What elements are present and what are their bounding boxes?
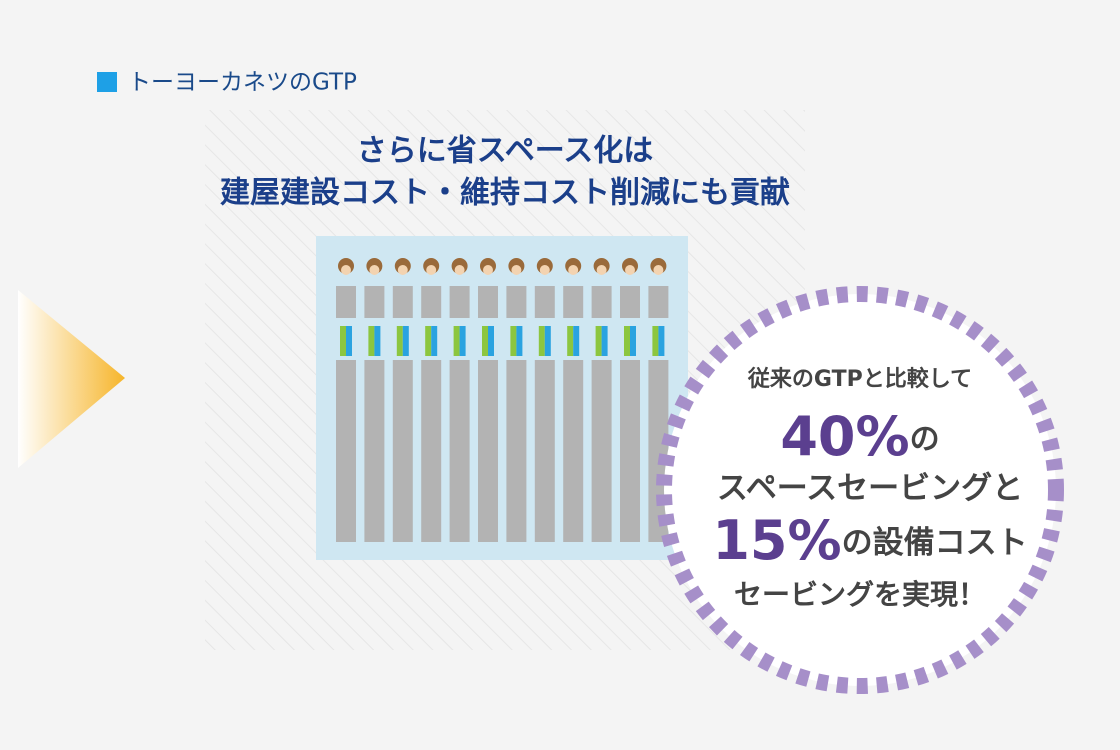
badge-figure: 15% — [712, 509, 841, 572]
column-top — [421, 286, 442, 318]
conveyor — [482, 326, 488, 356]
badge-text: スペースセービングと — [717, 471, 1023, 507]
operator-face — [625, 265, 635, 275]
operator-face — [539, 265, 550, 275]
conveyor — [510, 326, 517, 356]
conveyor — [346, 326, 352, 356]
conveyor — [624, 326, 630, 356]
column-body — [336, 360, 356, 542]
column-top — [534, 286, 555, 318]
conveyor — [567, 326, 574, 356]
badge-text: セービングを実現！ — [734, 578, 986, 611]
title-line: 建屋建設コスト・維持コスト削減にも貢献 — [220, 176, 790, 211]
conveyor — [374, 326, 381, 356]
badge-circle — [656, 286, 1064, 694]
badge-figure-line: 40%の — [780, 405, 939, 468]
title-line: さらに省スペース化は — [357, 134, 653, 169]
operator-face — [596, 265, 607, 275]
column-body — [421, 360, 442, 542]
column-body — [563, 360, 584, 542]
column-top — [392, 286, 413, 318]
column-body — [591, 360, 612, 542]
column-body — [392, 360, 413, 542]
badge-figure-line: 15%の設備コスト — [712, 509, 1027, 572]
column-top — [620, 286, 640, 318]
column-top — [364, 286, 385, 318]
conveyor — [630, 326, 636, 356]
column-body — [449, 360, 470, 542]
column-top — [478, 286, 498, 318]
storage-columns — [336, 258, 669, 542]
column-body — [364, 360, 385, 542]
column-top — [336, 286, 356, 318]
badge-text: の設備コスト — [842, 525, 1028, 561]
column-body — [534, 360, 555, 542]
conveyor — [516, 326, 523, 356]
conveyor — [573, 326, 580, 356]
conveyor — [601, 326, 608, 356]
operator-face — [511, 265, 522, 275]
column-top — [648, 286, 669, 318]
operator-face — [653, 265, 664, 275]
badge-text: の — [910, 422, 940, 457]
conveyor — [538, 326, 545, 356]
column-top — [591, 286, 612, 318]
conveyor — [652, 326, 659, 356]
conveyor — [396, 326, 403, 356]
column-body — [478, 360, 498, 542]
conveyor — [431, 326, 438, 356]
arrow — [18, 290, 125, 468]
conveyor — [425, 326, 432, 356]
operator-face — [369, 265, 380, 275]
column-top — [563, 286, 584, 318]
conveyor — [368, 326, 375, 356]
operator-face — [454, 265, 465, 275]
badge-figure: 40% — [780, 405, 909, 468]
badge-intro: 従来のGTPと比較して — [747, 366, 972, 392]
conveyor — [544, 326, 551, 356]
operator-face — [397, 265, 408, 275]
operator-face — [341, 265, 351, 275]
conveyor — [658, 326, 665, 356]
column-top — [449, 286, 470, 318]
conveyor — [402, 326, 409, 356]
column-body — [620, 360, 640, 542]
column-body — [506, 360, 527, 542]
conveyor — [595, 326, 602, 356]
conveyor — [459, 326, 466, 356]
operator-face — [568, 265, 579, 275]
conveyor — [453, 326, 460, 356]
conveyor — [488, 326, 494, 356]
header-marker — [97, 72, 117, 92]
conveyor — [340, 326, 346, 356]
header-label: トーヨーカネツのGTP — [128, 70, 357, 96]
operator-face — [483, 265, 493, 275]
column-top — [506, 286, 527, 318]
operator-face — [426, 265, 437, 275]
